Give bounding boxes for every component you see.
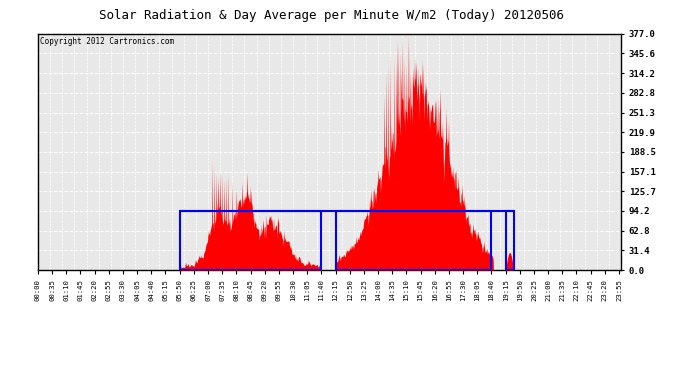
Bar: [506, 211, 513, 270]
Bar: [179, 211, 322, 270]
Text: Solar Radiation & Day Average per Minute W/m2 (Today) 20120506: Solar Radiation & Day Average per Minute…: [99, 9, 564, 22]
Text: Copyright 2012 Cartronics.com: Copyright 2012 Cartronics.com: [40, 37, 174, 46]
Bar: [335, 211, 491, 270]
